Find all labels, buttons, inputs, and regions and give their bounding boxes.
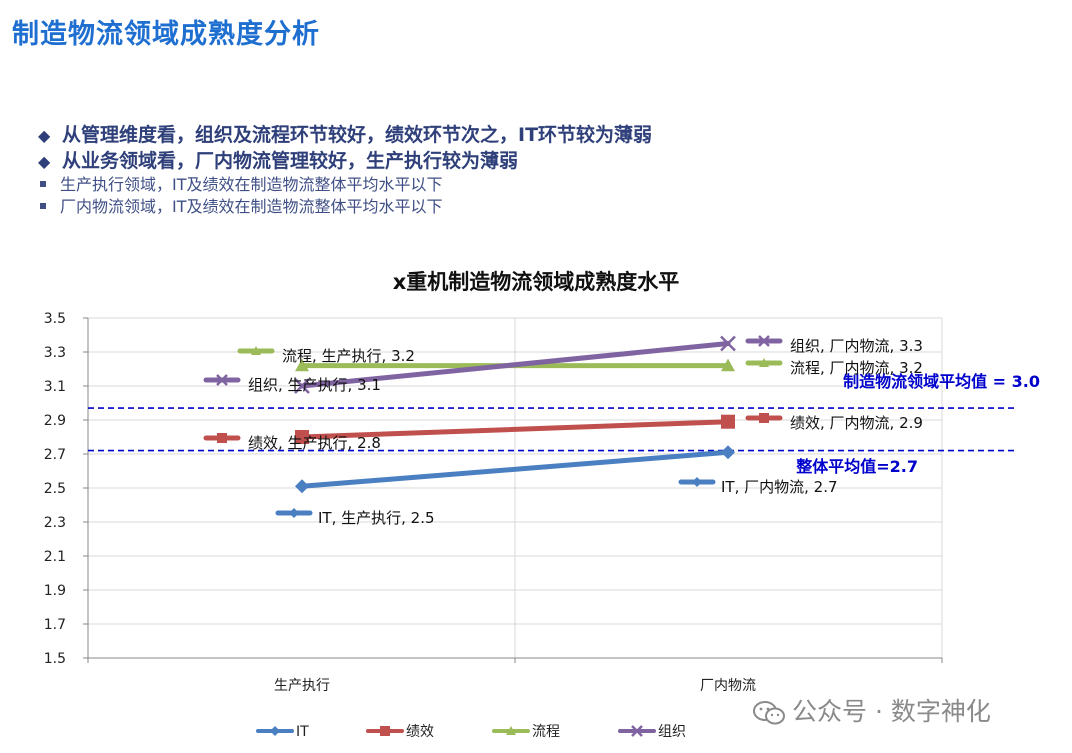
square-bullet-icon [40, 202, 46, 209]
data-label-key-marker [759, 358, 769, 367]
data-point-流程 [721, 358, 735, 372]
reference-line-label: 制造物流领域平均值 = 3.0 [843, 372, 1040, 391]
data-label: 流程, 厂内物流, 3.2 [790, 359, 923, 377]
y-tick-label: 1.9 [44, 583, 66, 599]
data-label-key-marker [289, 508, 299, 518]
data-label: 绩效, 生产执行, 2.8 [248, 434, 381, 452]
bullet-main-1: ◆ 从管理维度看，组织及流程环节较好，绩效环节次之，IT环节较为薄弱 [38, 122, 652, 148]
series-line-绩效 [299, 419, 731, 440]
y-tick-label: 1.7 [44, 617, 66, 633]
legend-label: 组织 [658, 724, 686, 740]
y-tick-label: 3.5 [44, 311, 66, 327]
page-title: 制造物流领域成熟度分析 [12, 19, 320, 50]
bullet-list: ◆ 从管理维度看，组织及流程环节较好，绩效环节次之，IT环节较为薄弱 ◆ 从业务领域… [38, 122, 652, 218]
data-label-key-marker [217, 433, 227, 443]
data-point-绩效 [295, 430, 309, 444]
bullet-sub-text: 生产执行领域，IT及绩效在制造物流整体平均水平以下 [60, 175, 443, 194]
chart-title: x重机制造物流领域成熟度水平 [392, 270, 680, 294]
data-label-key-marker [216, 374, 228, 386]
data-label: 组织, 厂内物流, 3.3 [790, 337, 923, 355]
y-tick-label: 2.9 [44, 413, 66, 429]
square-bullet-icon [40, 180, 46, 187]
data-label-key-marker [251, 346, 261, 355]
data-label: IT, 生产执行, 2.5 [318, 509, 435, 527]
data-label: 绩效, 厂内物流, 2.9 [790, 414, 923, 432]
data-point-组织 [294, 378, 310, 394]
y-tick-label: 1.5 [44, 651, 66, 667]
y-tick-label: 2.3 [44, 515, 66, 531]
reference-line-label: 整体平均值=2.7 [795, 457, 918, 476]
y-tick-label: 2.1 [44, 549, 66, 565]
bullet-sub-2: 厂内物流领域，IT及绩效在制造物流整体平均水平以下 [40, 196, 652, 218]
bullet-sub-1: 生产执行领域，IT及绩效在制造物流整体平均水平以下 [40, 174, 652, 196]
y-tick-label: 2.5 [44, 481, 66, 497]
diamond-bullet-icon: ◆ [38, 152, 51, 171]
data-point-IT [721, 445, 735, 460]
wechat-icon [753, 701, 785, 725]
data-point-绩效 [721, 414, 735, 429]
legend-label: 流程 [532, 724, 560, 740]
data-label-key-marker [758, 335, 770, 347]
bullet-main-2: ◆ 从业务领域看，厂内物流管理较好，生产执行较为薄弱 [38, 148, 652, 174]
legend-label: IT [296, 724, 309, 740]
bullet-main-text: 从业务领域看，厂内物流管理较好，生产执行较为薄弱 [62, 150, 519, 172]
bullet-sub-text: 厂内物流领域，IT及绩效在制造物流整体平均水平以下 [60, 197, 443, 216]
data-label-key-marker [759, 413, 769, 423]
diamond-bullet-icon: ◆ [38, 126, 51, 145]
x-tick-label: 生产执行 [274, 678, 330, 694]
x-tick-label: 厂内物流 [700, 678, 756, 694]
legend-marker [631, 725, 643, 737]
legend-label: 绩效 [406, 724, 434, 740]
watermark: 公众号 · 数字神化 [752, 692, 991, 728]
data-point-IT [295, 479, 309, 494]
y-tick-label: 3.1 [44, 379, 66, 395]
data-point-组织 [720, 335, 736, 352]
data-label-key-marker [692, 477, 702, 487]
y-tick-label: 2.7 [44, 447, 66, 463]
data-label: IT, 厂内物流, 2.7 [721, 478, 838, 496]
legend-marker [270, 726, 280, 736]
data-point-流程 [295, 358, 309, 372]
bullet-main-text: 从管理维度看，组织及流程环节较好，绩效环节次之，IT环节较为薄弱 [62, 124, 653, 146]
legend-marker [380, 726, 390, 736]
data-label: 流程, 生产执行, 3.2 [282, 347, 415, 365]
series-line-IT [299, 449, 731, 489]
watermark-text: 公众号 · 数字神化 [792, 697, 991, 726]
series-line-组织 [299, 341, 731, 389]
legend-marker [506, 726, 516, 735]
data-label: 组织, 生产执行, 3.1 [248, 376, 381, 394]
y-tick-label: 3.3 [44, 345, 66, 361]
